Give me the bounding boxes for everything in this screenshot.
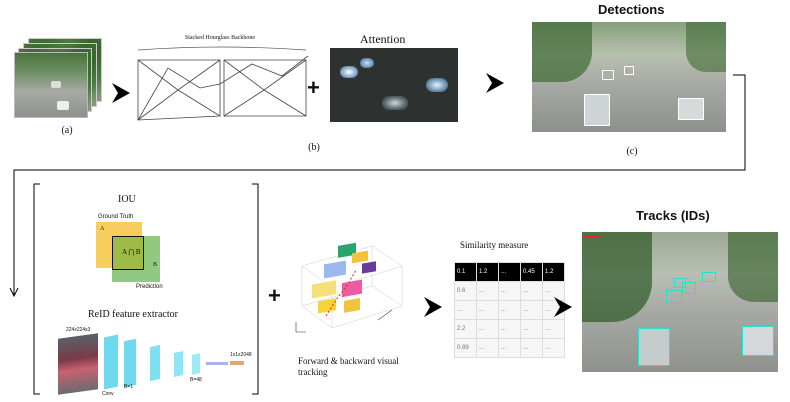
similarity-row: 0.89 ... ... ... ... [454, 338, 565, 358]
caption-c: (c) [626, 146, 638, 157]
reid-block-4 [174, 351, 183, 377]
plus-icon: + [307, 75, 320, 100]
reid-conv-label: Conv [102, 391, 114, 397]
arrow-icon [424, 297, 442, 317]
similarity-cell: 2.2 [454, 319, 477, 339]
similarity-cell: 0.89 [454, 338, 477, 358]
similarity-cell: 1.2 [542, 262, 565, 282]
plus-icon: + [268, 283, 281, 308]
prediction-label: Prediction [136, 284, 163, 290]
similarity-header-row: 0.1 1.2 ... 0.45 1.2 [454, 262, 565, 282]
reid-block-3 [150, 344, 160, 382]
box-a-label: A [100, 226, 105, 232]
intersection-box [112, 236, 144, 270]
attention-title: Attention [360, 32, 406, 46]
caption-a: (a) [61, 125, 73, 136]
reid-title: ReID feature extractor [88, 309, 178, 320]
tracks-image [582, 232, 778, 372]
similarity-cell: 0.6 [454, 281, 477, 301]
reid-block-5 [192, 353, 200, 375]
similarity-cell: ... [476, 300, 499, 320]
input-frames [14, 38, 104, 118]
similarity-cell: ... [542, 338, 565, 358]
reid-b48-label: B=48 [190, 377, 202, 383]
similarity-cell: ... [520, 300, 543, 320]
similarity-cell: ... [520, 338, 543, 358]
detections-image [532, 22, 726, 132]
iou-title: IOU [118, 194, 136, 205]
similarity-cell: ... [476, 319, 499, 339]
similarity-cell: 0.1 [454, 262, 477, 282]
similarity-cell: ... [498, 281, 521, 301]
similarity-row: 0.6 ... ... ... ... [454, 281, 565, 301]
arrow-icon [486, 73, 504, 93]
reid-output-bar [230, 361, 244, 365]
flow-connector [9, 74, 746, 298]
similarity-row: ... ... ... ... ... [454, 300, 565, 320]
reid-block-1 [104, 334, 118, 390]
similarity-cell: ... [498, 319, 521, 339]
arrow-icon [112, 83, 130, 103]
reid-b1-label: B=1 [124, 384, 134, 390]
tracks-title: Tracks (IDs) [636, 208, 710, 223]
similarity-cell: ... [498, 300, 521, 320]
box-b-label: B [153, 262, 158, 268]
reid-input-size: 224x224x3 [66, 327, 91, 333]
similarity-cell: ... [498, 338, 521, 358]
feature-bracket [33, 183, 259, 395]
similarity-cell: ... [520, 281, 543, 301]
similarity-cell: ... [542, 319, 565, 339]
reid-fc-line [206, 362, 228, 365]
similarity-table: 0.1 1.2 ... 0.45 1.2 0.6 ... ... ... ...… [454, 262, 565, 358]
hourglass-backbone [137, 46, 309, 121]
similarity-cell: 1.2 [476, 262, 499, 282]
arrow-icon [554, 297, 572, 317]
backbone-title: Stacked Hourglass Backbone [184, 35, 256, 41]
attention-map [330, 48, 458, 122]
detections-title: Detections [598, 2, 665, 17]
similarity-cell: ... [498, 262, 521, 282]
similarity-title: Similarity measure [460, 240, 529, 250]
reid-car-crop [58, 333, 98, 395]
similarity-cell: ... [476, 338, 499, 358]
tracking-caption: Forward & backward visual tracking [298, 356, 399, 377]
caption-b: (b) [308, 142, 320, 153]
ground-truth-label: Ground Truth [98, 214, 134, 220]
similarity-cell: ... [476, 281, 499, 301]
reid-block-2 [124, 338, 136, 388]
tracking-volume [295, 242, 403, 333]
similarity-cell: ... [542, 281, 565, 301]
reid-output-size: 1x1x2048 [230, 352, 252, 358]
similarity-row: 2.2 ... ... ... ... [454, 319, 565, 339]
similarity-cell: ... [520, 319, 543, 339]
similarity-cell: ... [454, 300, 477, 320]
intersection-symbol-icon: A ⋂ B [122, 248, 141, 256]
similarity-cell: 0.45 [520, 262, 543, 282]
